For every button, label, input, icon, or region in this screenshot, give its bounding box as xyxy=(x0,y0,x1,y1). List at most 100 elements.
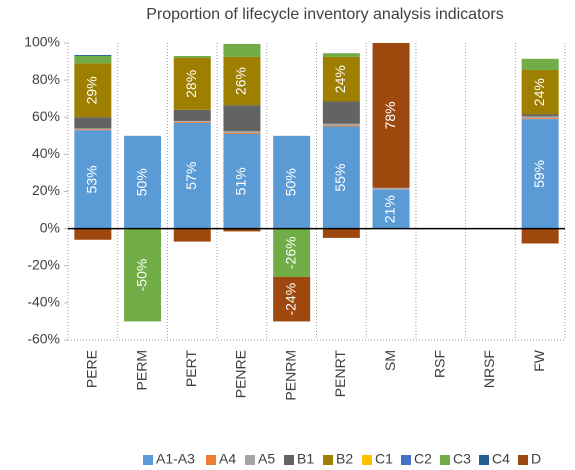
x-tick-label: FW xyxy=(531,349,547,372)
data-label: 29% xyxy=(84,76,100,104)
bar-segment xyxy=(521,116,559,119)
bar-segment xyxy=(173,121,211,123)
y-tick-label: 40% xyxy=(32,145,60,161)
bar-segment xyxy=(173,122,211,229)
legend-label: C3 xyxy=(453,451,471,467)
legend-label: A5 xyxy=(258,451,275,467)
bar-segment xyxy=(74,55,112,56)
bar-segment xyxy=(223,228,261,232)
bar-segment xyxy=(223,43,261,57)
bar-segment xyxy=(74,130,112,229)
bar-segment xyxy=(372,189,410,229)
data-label: 53% xyxy=(84,165,100,193)
y-tick-label: -40% xyxy=(27,294,60,310)
legend-swatch xyxy=(362,455,372,465)
x-tick-label: PERE xyxy=(84,350,100,388)
bar-segment xyxy=(273,276,311,322)
data-label: 50% xyxy=(282,168,298,196)
legend-label: C1 xyxy=(375,451,393,467)
y-tick-label: 100% xyxy=(24,34,60,50)
data-label: -24% xyxy=(282,283,298,316)
legend-swatch xyxy=(245,455,255,465)
bar-segment xyxy=(74,129,112,131)
bar-segment xyxy=(74,128,112,130)
bar-segment xyxy=(173,57,211,110)
x-tick-label: PERM xyxy=(133,350,149,390)
legend-swatch xyxy=(440,455,450,465)
data-label: 28% xyxy=(183,70,199,98)
bar-segment xyxy=(322,56,360,102)
bar-segment xyxy=(74,63,112,118)
legend-label: C4 xyxy=(492,451,510,467)
bar-segment xyxy=(74,117,112,129)
x-tick-label: PENRM xyxy=(282,350,298,401)
bar-segment xyxy=(322,125,360,127)
data-label: 50% xyxy=(133,168,149,196)
bar-segment xyxy=(322,101,360,124)
bar-segment xyxy=(74,228,112,240)
bar-segment xyxy=(124,135,162,229)
bar-segment xyxy=(521,119,559,229)
y-tick-label: 80% xyxy=(32,71,60,87)
data-label: 26% xyxy=(233,67,249,95)
bar-segment xyxy=(521,69,559,115)
legend-swatch xyxy=(206,455,216,465)
bar-segment xyxy=(322,123,360,126)
data-label: -26% xyxy=(282,236,298,269)
data-label: 51% xyxy=(233,167,249,195)
bar-segment xyxy=(322,126,360,229)
legend-swatch xyxy=(323,455,333,465)
bar-segment xyxy=(223,133,261,229)
bar-segment xyxy=(223,133,261,134)
data-label: 59% xyxy=(531,160,547,188)
legend-label: A1-A3 xyxy=(156,451,195,467)
bar-segment xyxy=(173,109,211,121)
legend-swatch xyxy=(479,455,489,465)
x-tick-label: SM xyxy=(382,350,398,371)
bar-segment xyxy=(372,43,410,188)
data-label: 55% xyxy=(332,164,348,192)
legend-label: C2 xyxy=(414,451,432,467)
bar-segment xyxy=(273,228,311,277)
bar-segment xyxy=(273,135,311,229)
legend-label: A4 xyxy=(219,451,236,467)
data-label: 21% xyxy=(382,195,398,223)
data-label: 24% xyxy=(531,78,547,106)
bar-segment xyxy=(521,228,559,244)
y-tick-label: -60% xyxy=(27,331,60,347)
bar-segment xyxy=(521,114,559,117)
legend-label: D xyxy=(531,451,541,467)
x-tick-label: NRSF xyxy=(481,350,497,388)
legend-swatch xyxy=(518,455,528,465)
y-tick-label: -20% xyxy=(27,256,60,272)
bar-segment xyxy=(173,55,211,58)
x-tick-label: PERT xyxy=(183,350,199,388)
y-tick-label: 0% xyxy=(40,219,60,235)
legend-label: B2 xyxy=(336,451,353,467)
x-tick-label: PENRT xyxy=(332,350,348,398)
legend-swatch xyxy=(284,455,294,465)
bar-segment xyxy=(124,228,162,322)
bar-segment xyxy=(322,228,360,238)
data-label: 57% xyxy=(183,162,199,190)
legend-swatch xyxy=(143,455,153,465)
bar-segment xyxy=(173,228,211,242)
legend-label: B1 xyxy=(297,451,314,467)
x-tick-label: RSF xyxy=(431,350,447,378)
bar-segment xyxy=(173,120,211,122)
bar-segment xyxy=(372,187,410,190)
y-tick-label: 60% xyxy=(32,108,60,124)
bar-segment xyxy=(74,55,112,64)
legend-swatch xyxy=(401,455,411,465)
data-label: 24% xyxy=(332,65,348,93)
bar-segment xyxy=(521,118,559,120)
chart-title: Proportion of lifecycle inventory analys… xyxy=(146,6,504,23)
bar-segment xyxy=(223,131,261,134)
bar-segment xyxy=(223,105,261,132)
bar-segment xyxy=(322,53,360,57)
data-label: 78% xyxy=(382,101,398,129)
data-label: -50% xyxy=(133,259,149,292)
bar-segment xyxy=(223,56,261,106)
x-tick-label: PENRE xyxy=(233,350,249,398)
